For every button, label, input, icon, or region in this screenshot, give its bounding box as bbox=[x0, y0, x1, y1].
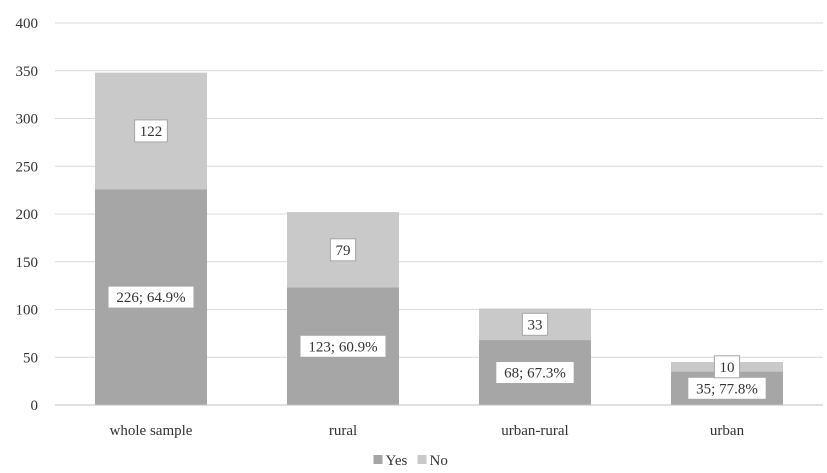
legend-label-yes: Yes bbox=[386, 453, 408, 469]
data-label: 68; 67.3% bbox=[504, 366, 566, 382]
data-label: 226; 64.9% bbox=[116, 290, 185, 306]
x-category-label: urban-rural bbox=[501, 423, 568, 439]
y-tick-label: 400 bbox=[16, 16, 39, 32]
y-tick-label: 150 bbox=[16, 255, 39, 271]
y-tick-label: 100 bbox=[16, 303, 39, 319]
legend-swatch-no bbox=[417, 455, 427, 464]
data-label-box bbox=[134, 119, 168, 143]
data-label-box bbox=[107, 285, 195, 309]
legend-label-no: No bbox=[430, 453, 448, 469]
data-label: 79 bbox=[336, 243, 351, 259]
legend-swatch-yes bbox=[373, 455, 383, 464]
y-tick-label: 300 bbox=[16, 112, 39, 128]
y-tick-label: 350 bbox=[16, 64, 39, 80]
data-label: 33 bbox=[528, 317, 543, 333]
data-label-box bbox=[329, 238, 357, 262]
data-label: 35; 77.8% bbox=[696, 381, 758, 397]
data-label-box bbox=[495, 361, 575, 385]
data-label: 10 bbox=[720, 360, 735, 376]
y-tick-label: 250 bbox=[16, 159, 39, 175]
data-label-box bbox=[521, 312, 549, 336]
data-label-box bbox=[713, 355, 741, 379]
x-category-label: rural bbox=[329, 423, 357, 439]
y-tick-label: 50 bbox=[23, 350, 38, 366]
x-category-label: urban bbox=[710, 423, 745, 439]
x-category-label: whole sample bbox=[110, 423, 193, 439]
data-label: 122 bbox=[140, 124, 163, 140]
data-label-box bbox=[299, 334, 387, 358]
y-tick-label: 200 bbox=[16, 207, 39, 223]
y-tick-label: 0 bbox=[31, 398, 39, 414]
data-label: 123; 60.9% bbox=[308, 339, 377, 355]
